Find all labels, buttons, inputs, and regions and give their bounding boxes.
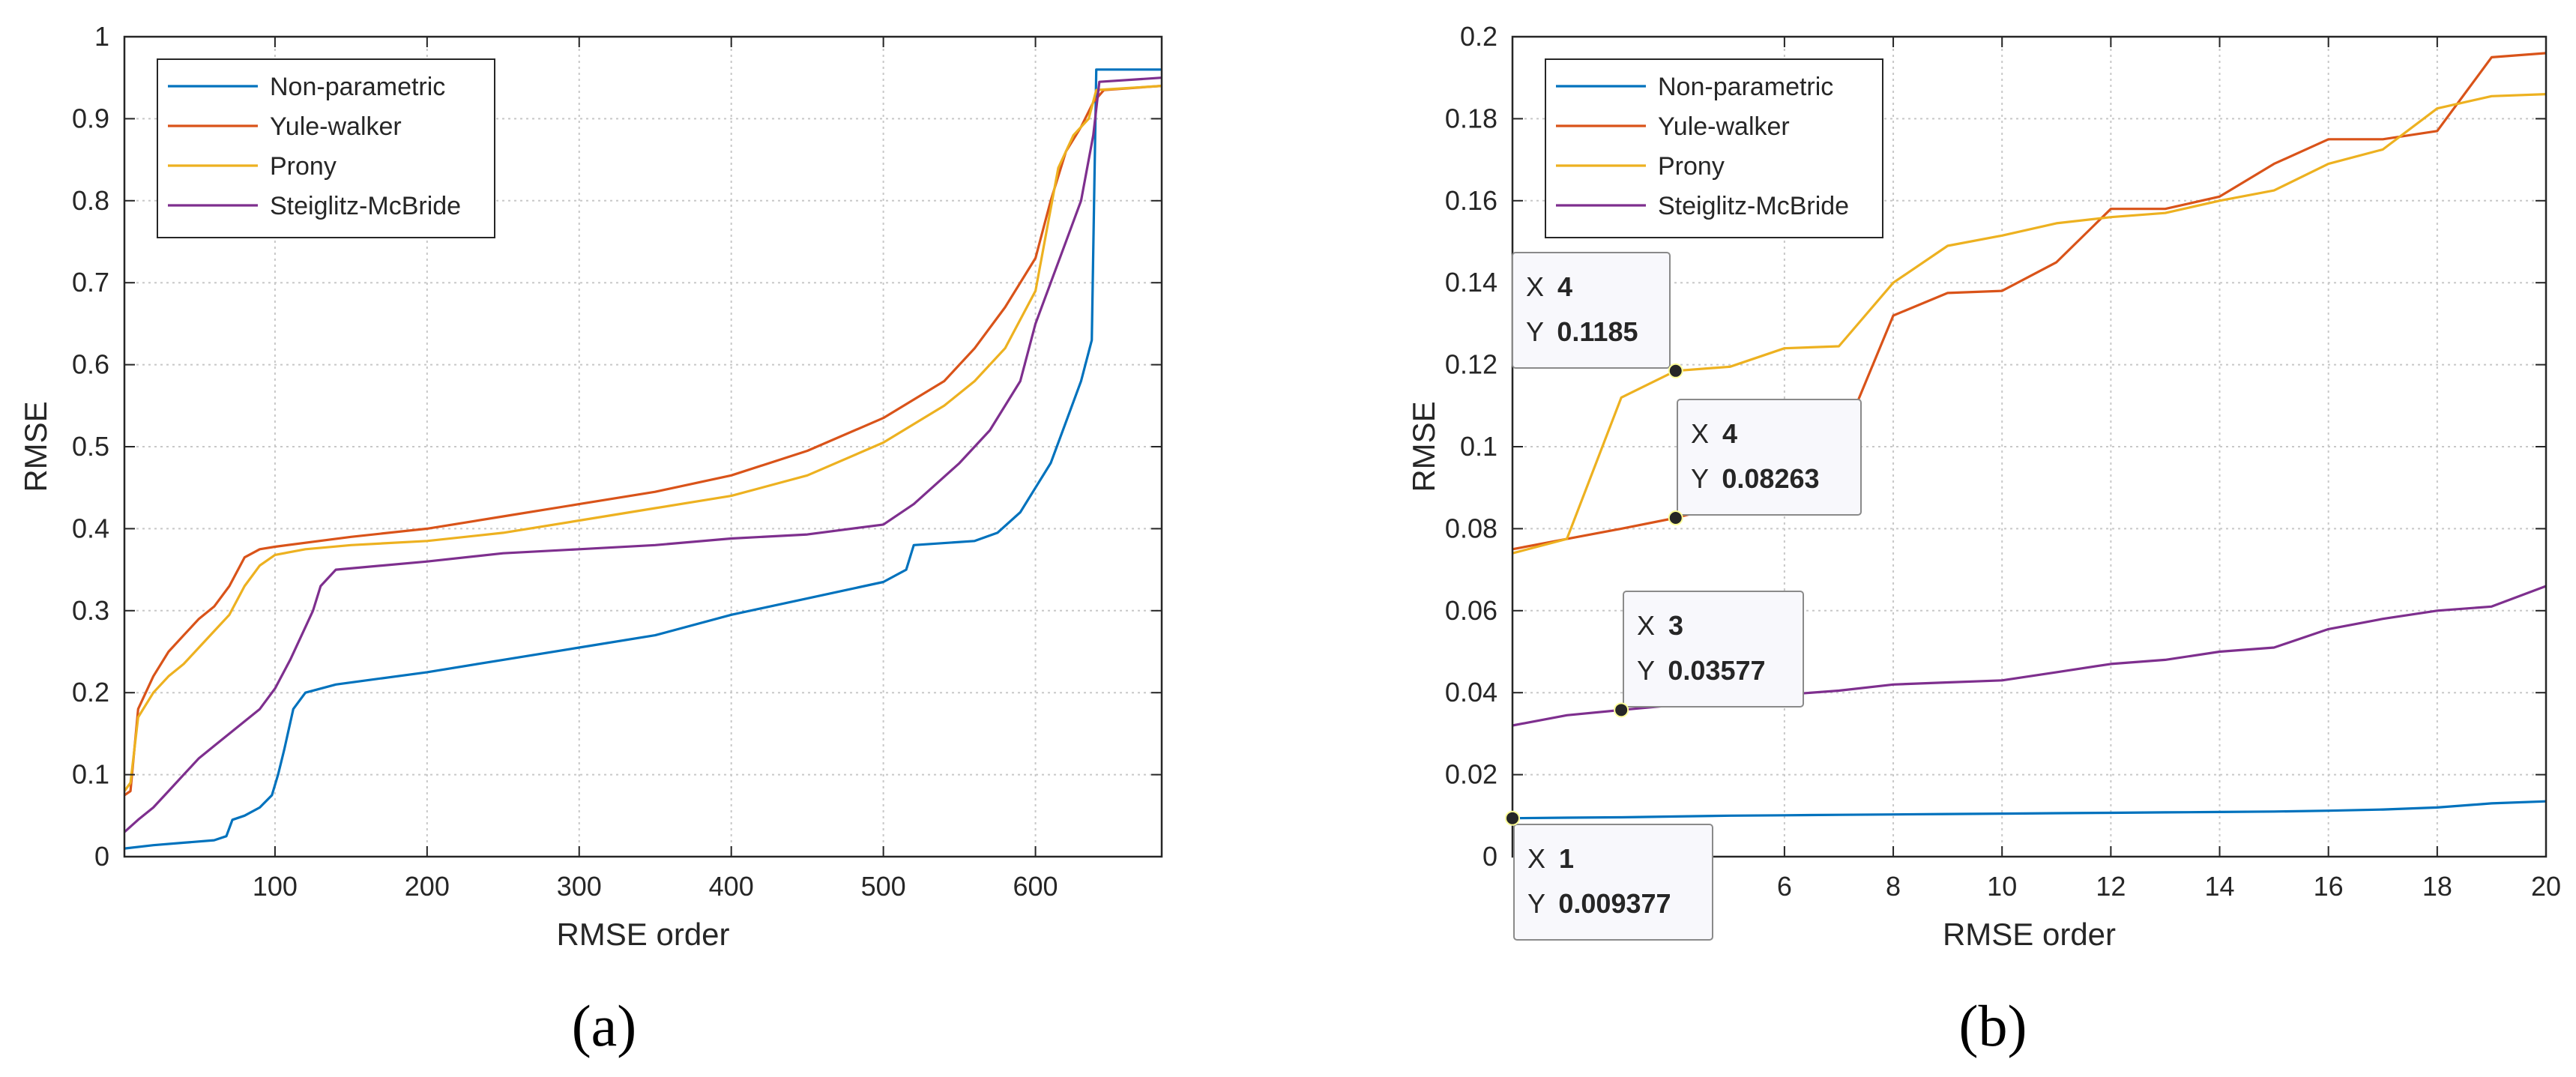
panel-a-label: (a) — [572, 993, 637, 1058]
x-tick-label: 14 — [2205, 871, 2235, 902]
y-tick-label: 0.8 — [72, 185, 109, 216]
datatip-x-label: X — [1637, 610, 1662, 641]
datatip: X 1Y 0.009377 — [1505, 810, 1713, 941]
x-tick-label: 300 — [557, 871, 602, 902]
datatip-marker — [1614, 702, 1629, 718]
legend-entry: Steiglitz-McBride — [1658, 192, 1849, 220]
datatip: X 4Y 0.08263 — [1668, 399, 1862, 526]
x-tick-label: 200 — [405, 871, 450, 902]
datatip-y-label: Y — [1691, 463, 1716, 494]
series-line-prony — [1512, 93, 2547, 555]
legend-entry: Prony — [1658, 152, 1725, 181]
x-tick-label: 600 — [1013, 871, 1058, 902]
x-tick-label: 500 — [861, 871, 906, 902]
y-tick-label: 0 — [94, 841, 109, 872]
datatip-marker — [1668, 363, 1683, 378]
panel-b-chart: 6 8 10 12 14 16 18 2000.020.040.060.080.10.120.… — [1406, 21, 2561, 952]
datatip-y-value: 0.1185 — [1557, 316, 1638, 347]
datatip: X 4Y 0.1185 — [1512, 252, 1683, 378]
y-tick-label: 0.18 — [1445, 103, 1497, 133]
datatip-x-label: X — [1526, 271, 1551, 302]
legend-entry: Prony — [270, 152, 337, 181]
series-line-non-parametric — [1512, 800, 2547, 820]
y-tick-label: 0.9 — [72, 103, 109, 133]
x-tick-label: 20 — [2531, 871, 2561, 902]
datatip-marker — [1505, 810, 1520, 826]
legend-entry: Non-parametric — [270, 73, 445, 101]
datatip-box — [1677, 399, 1862, 516]
legend: Non-parametric Yule-walker Prony Steiglitz-… — [1545, 58, 1883, 238]
datatip-y-value: 0.08263 — [1722, 463, 1819, 494]
y-tick-label: 0.16 — [1445, 185, 1497, 216]
datatip: X 3Y 0.03577 — [1614, 591, 1804, 718]
y-tick-label: 0.1 — [1460, 431, 1497, 462]
y-tick-label: 1 — [94, 21, 109, 52]
y-tick-label: 0.04 — [1445, 677, 1497, 708]
y-tick-label: 0.4 — [72, 513, 109, 543]
y-axis-label: RMSE — [1406, 401, 1441, 492]
series-line-non-parametric — [124, 68, 1162, 850]
x-tick-label: 8 — [1886, 871, 1901, 902]
datatip-y-row: Y 0.08263 — [1691, 463, 1820, 494]
y-axis-label: RMSE — [18, 401, 53, 492]
y-tick-label: 0.2 — [1460, 21, 1497, 52]
y-tick-label: 0.1 — [72, 759, 109, 790]
datatip-y-row: Y 0.03577 — [1637, 655, 1766, 686]
datatip-y-value: 0.009377 — [1558, 888, 1671, 919]
x-tick-label: 400 — [709, 871, 754, 902]
datatip-x-row: X 4 — [1691, 418, 1737, 449]
x-axis-label: RMSE order — [1943, 917, 2116, 952]
datatip-x-row: X 1 — [1527, 843, 1574, 874]
y-tick-label: 0.2 — [72, 677, 109, 708]
datatip-box — [1623, 591, 1804, 708]
x-tick-label: 6 — [1777, 871, 1792, 902]
y-tick-label: 0.6 — [72, 349, 109, 380]
x-tick-label: 12 — [2096, 871, 2126, 902]
series-line-prony — [123, 85, 1162, 792]
x-axis-label: RMSE order — [556, 917, 729, 952]
y-tick-label: 0.7 — [72, 267, 109, 298]
datatip-x-value: 3 — [1668, 610, 1683, 641]
y-tick-label: 0.06 — [1445, 595, 1497, 626]
panel-b-label: (b) — [1959, 993, 2027, 1058]
x-tick-label: 18 — [2422, 871, 2452, 902]
legend-entry: Yule-walker — [270, 112, 402, 141]
datatip-x-row: X 4 — [1526, 271, 1572, 302]
datatip-box — [1512, 252, 1671, 369]
panel-a-chart: 100 200 300 400 500 600 0 0.1 0.2 0.3 0.4 0.5 0.6 0.7… — [18, 21, 1163, 952]
datatip-x-label: X — [1691, 418, 1716, 449]
y-tick-label: 0.08 — [1445, 513, 1497, 543]
datatip-x-value: 1 — [1559, 843, 1574, 874]
y-tick-label: 0.02 — [1445, 759, 1497, 790]
series-line-steiglitz-mcbride — [123, 76, 1162, 833]
datatip-x-row: X 3 — [1637, 610, 1683, 641]
y-tick-label: 0.5 — [72, 431, 109, 462]
legend-box — [157, 58, 495, 238]
legend: Non-parametric Yule-walker Prony Steiglitz-… — [157, 58, 495, 238]
y-tick-label: 0 — [1482, 841, 1497, 872]
datatip-x-label: X — [1527, 843, 1553, 874]
y-tick-label: 0.14 — [1445, 267, 1497, 298]
datatip-y-label: Y — [1526, 316, 1551, 347]
legend-entry: Yule-walker — [1658, 112, 1790, 141]
y-tick-label: 0.12 — [1445, 349, 1497, 380]
legend-entry: Non-parametric — [1658, 73, 1833, 101]
datatip-y-value: 0.03577 — [1668, 655, 1765, 686]
datatip-y-label: Y — [1637, 655, 1662, 686]
x-tick-label: 10 — [1987, 871, 2017, 902]
datatip-marker — [1668, 510, 1683, 526]
datatip-box — [1513, 824, 1713, 941]
legend-entry: Steiglitz-McBride — [270, 192, 461, 220]
x-tick-label: 100 — [253, 871, 298, 902]
datatip-y-row: Y 0.009377 — [1527, 888, 1671, 919]
x-tick-label: 16 — [2314, 871, 2344, 902]
legend-box — [1545, 58, 1883, 238]
datatip-y-row: Y 0.1185 — [1526, 316, 1638, 347]
y-tick-label: 0.3 — [72, 595, 109, 626]
datatip-y-label: Y — [1527, 888, 1552, 919]
datatip-x-value: 4 — [1722, 418, 1737, 449]
datatip-x-value: 4 — [1557, 271, 1572, 302]
